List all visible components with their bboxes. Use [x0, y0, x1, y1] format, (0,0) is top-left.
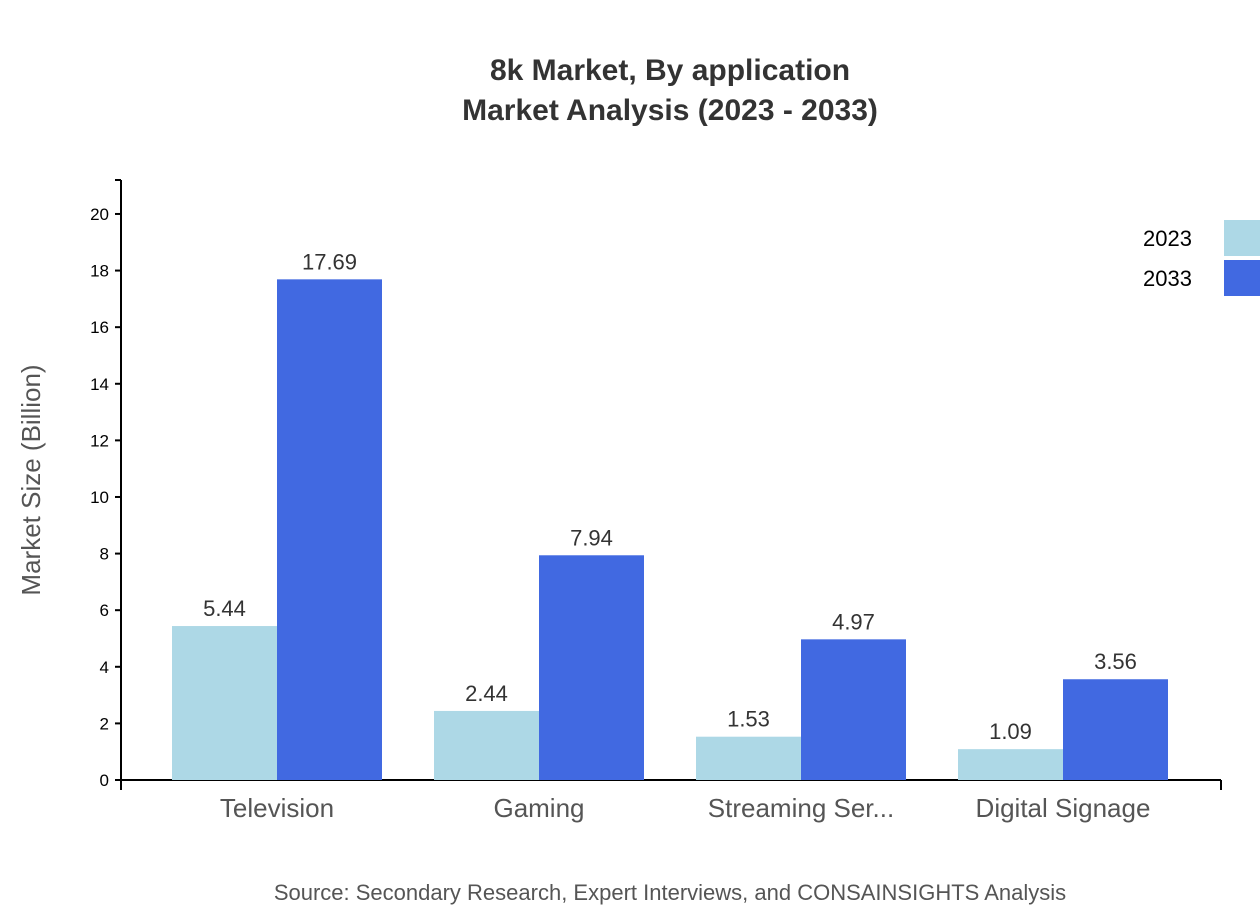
legend-swatch-2033 [1224, 260, 1260, 296]
y-tick-label: 10 [90, 488, 109, 507]
bar-value-label: 7.94 [570, 525, 613, 550]
y-tick-label: 16 [90, 318, 109, 337]
legend-label-2023: 2023 [1143, 226, 1192, 251]
bar-value-label: 4.97 [832, 609, 875, 634]
bar-2033 [1063, 679, 1168, 780]
y-axis-label: Market Size (Billion) [16, 364, 46, 595]
chart-subtitle: Market Analysis (2023 - 2033) [462, 94, 878, 127]
y-tick-label: 18 [90, 262, 109, 281]
y-tick-label: 6 [100, 601, 109, 620]
legend-swatch-2023 [1224, 220, 1260, 256]
chart-title: 8k Market, By application [490, 54, 850, 87]
bar-value-label: 2.44 [465, 681, 508, 706]
x-tick-label: Streaming Ser... [708, 793, 894, 823]
bar-2023 [434, 710, 539, 780]
bar-2033 [801, 639, 906, 780]
bar-value-label: 17.69 [302, 249, 357, 274]
bar-value-label: 3.56 [1094, 649, 1137, 674]
y-tick-label: 0 [100, 771, 109, 790]
y-tick-label: 20 [90, 205, 109, 224]
bar-2033 [277, 279, 382, 780]
legend-label-2033: 2033 [1143, 266, 1192, 291]
bar-value-label: 1.53 [727, 707, 770, 732]
bar-2023 [172, 626, 277, 780]
y-tick-label: 8 [100, 545, 109, 564]
x-tick-label: Television [220, 793, 334, 823]
source-note: Source: Secondary Research, Expert Inter… [274, 880, 1066, 905]
bar-value-label: 1.09 [989, 719, 1032, 744]
bar-2023 [958, 749, 1063, 780]
bar-value-label: 5.44 [203, 596, 246, 621]
y-tick-label: 14 [90, 375, 109, 394]
y-tick-label: 2 [100, 714, 109, 733]
y-tick-label: 4 [100, 658, 109, 677]
x-tick-label: Digital Signage [976, 793, 1151, 823]
x-tick-label: Gaming [493, 793, 584, 823]
bar-2023 [696, 736, 801, 780]
y-tick-label: 12 [90, 431, 109, 450]
bar-2033 [539, 555, 644, 780]
